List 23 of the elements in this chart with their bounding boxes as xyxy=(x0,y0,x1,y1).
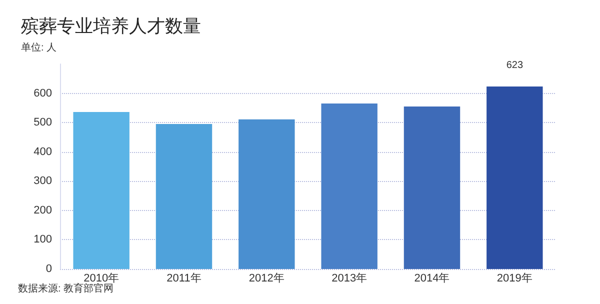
chart-subtitle: 单位: 人 xyxy=(21,42,57,54)
bar xyxy=(486,86,543,269)
bar xyxy=(404,106,460,269)
y-tick-label: 0 xyxy=(46,263,52,275)
y-tick-label: 400 xyxy=(34,146,52,158)
y-tick-label: 600 xyxy=(34,87,52,100)
y-tick-label: 200 xyxy=(34,204,52,216)
x-tick-label: 2012年 xyxy=(248,272,284,284)
bar xyxy=(321,104,378,269)
y-tick-label: 100 xyxy=(34,234,52,246)
source-note: 数据来源: 教育部官网 xyxy=(18,282,114,294)
x-tick-label: 2019年 xyxy=(496,272,532,284)
x-tick-label: 2010年 xyxy=(84,272,120,284)
x-tick-label: 2013年 xyxy=(332,272,368,284)
y-tick-label: 300 xyxy=(34,175,52,188)
x-tick-label: 2011年 xyxy=(166,272,202,284)
y-tick-label: 500 xyxy=(34,116,52,129)
bar xyxy=(238,119,295,269)
x-tick-label: 2014年 xyxy=(414,272,450,284)
bar xyxy=(73,112,130,269)
chart-title: 殡葬专业培养人才数量 xyxy=(21,16,201,36)
bar xyxy=(156,124,212,269)
data-label: 623 xyxy=(506,60,524,72)
